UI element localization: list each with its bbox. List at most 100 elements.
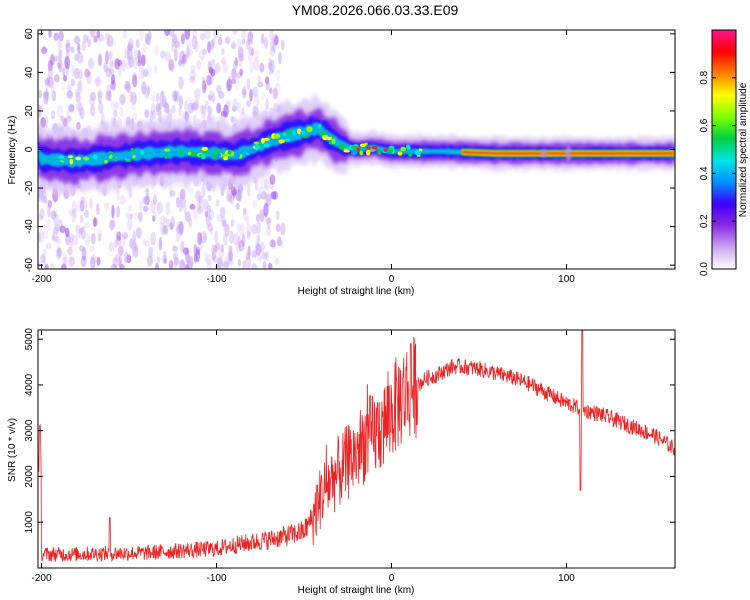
- ridge-blob: [178, 150, 184, 154]
- noise-speck: [130, 101, 136, 111]
- noise-speck: [60, 263, 67, 269]
- noise-speck: [49, 54, 55, 67]
- noise-speck: [236, 38, 242, 49]
- noise-speck: [89, 91, 97, 102]
- noise-speck: [107, 51, 112, 61]
- noise-speck: [180, 33, 185, 45]
- ridge-blob: [406, 146, 411, 150]
- noise-speck: [253, 105, 259, 117]
- noise-speck: [147, 64, 152, 77]
- noise-speck: [182, 247, 189, 255]
- noise-speck: [72, 234, 79, 246]
- noise-speck: [268, 68, 273, 76]
- band-cyan: [38, 122, 675, 168]
- noise-speck: [212, 248, 217, 261]
- noise-speck: [146, 85, 151, 97]
- snr-xtick-label: -200: [31, 573, 51, 584]
- noise-speck: [117, 261, 123, 269]
- noise-speck: [201, 105, 207, 115]
- noise-speck: [38, 214, 44, 221]
- noise-speck: [131, 242, 138, 252]
- noise-speck: [242, 87, 247, 98]
- noise-speck: [244, 256, 252, 269]
- noise-speck: [51, 90, 57, 102]
- ridge-blob: [414, 150, 421, 156]
- noise-speck: [178, 59, 183, 67]
- noise-speck: [117, 59, 123, 67]
- noise-speck: [41, 46, 47, 55]
- noise-speck: [260, 191, 267, 200]
- noise-speck: [255, 239, 260, 251]
- noise-speck: [268, 57, 273, 68]
- ridge-blob: [299, 130, 306, 134]
- noise-speck: [67, 246, 73, 256]
- noise-speck: [163, 216, 168, 224]
- noise-speck: [199, 49, 205, 61]
- noise-speck: [90, 103, 95, 117]
- noise-speck: [247, 39, 254, 46]
- noise-speck: [194, 88, 201, 101]
- noise-speck: [127, 48, 133, 61]
- noise-speck: [214, 243, 221, 253]
- noise-speck: [108, 60, 114, 68]
- noise-speck: [152, 211, 157, 220]
- noise-speck: [183, 200, 187, 214]
- noise-speck: [246, 230, 251, 240]
- noise-speck: [78, 245, 85, 252]
- noise-speck: [93, 217, 97, 227]
- noise-speck: [60, 115, 64, 122]
- noise-speck: [191, 101, 198, 111]
- noise-speck: [47, 204, 51, 218]
- noise-speck: [115, 235, 122, 246]
- noise-speck: [212, 255, 219, 263]
- noise-speck: [182, 54, 188, 64]
- noise-speck: [105, 90, 111, 101]
- ridge-blob: [254, 144, 261, 150]
- noise-speck: [149, 110, 154, 124]
- noise-speck: [253, 57, 260, 71]
- noise-speck: [80, 255, 87, 268]
- noise-speck: [202, 205, 208, 214]
- noise-speck: [72, 208, 78, 219]
- noise-speck: [104, 32, 110, 40]
- noise-speck: [274, 35, 279, 46]
- noise-speck: [57, 62, 61, 69]
- snr-xlabel: Height of straight line (km): [298, 585, 415, 596]
- noise-speck: [53, 213, 60, 227]
- noise-speck: [142, 68, 149, 77]
- noise-speck: [199, 104, 204, 115]
- noise-speck: [79, 214, 84, 224]
- noise-speck: [226, 187, 233, 201]
- colorbar-frame: [711, 29, 737, 270]
- ridge-blob: [157, 154, 165, 158]
- noise-speck: [281, 39, 285, 51]
- noise-speck: [78, 227, 84, 235]
- noise-speck: [211, 37, 216, 47]
- spectrogram-xtick-label: -200: [31, 274, 51, 285]
- noise-speck: [165, 201, 171, 216]
- ridge-blob: [356, 147, 361, 151]
- noise-speck: [242, 208, 248, 222]
- noise-speck: [77, 42, 81, 54]
- noise-speck: [123, 30, 128, 40]
- noise-speck: [178, 106, 182, 117]
- noise-speck: [49, 263, 55, 269]
- noise-speck: [79, 200, 85, 212]
- noise-speck: [75, 91, 81, 104]
- noise-speck: [143, 195, 150, 206]
- noise-speck: [104, 50, 109, 65]
- noise-speck: [213, 244, 218, 253]
- noise-speck: [265, 250, 270, 262]
- noise-speck: [114, 239, 118, 249]
- noise-speck: [38, 109, 41, 119]
- noise-speck: [190, 103, 195, 111]
- noise-speck: [164, 51, 171, 62]
- noise-speck: [275, 223, 281, 233]
- noise-speck: [195, 190, 202, 202]
- noise-speck: [75, 224, 79, 234]
- noise-speck: [272, 43, 277, 53]
- snr-ytick-label: 1000: [24, 511, 35, 534]
- ridge-blobs: [58, 123, 423, 167]
- noise-speck: [175, 232, 181, 243]
